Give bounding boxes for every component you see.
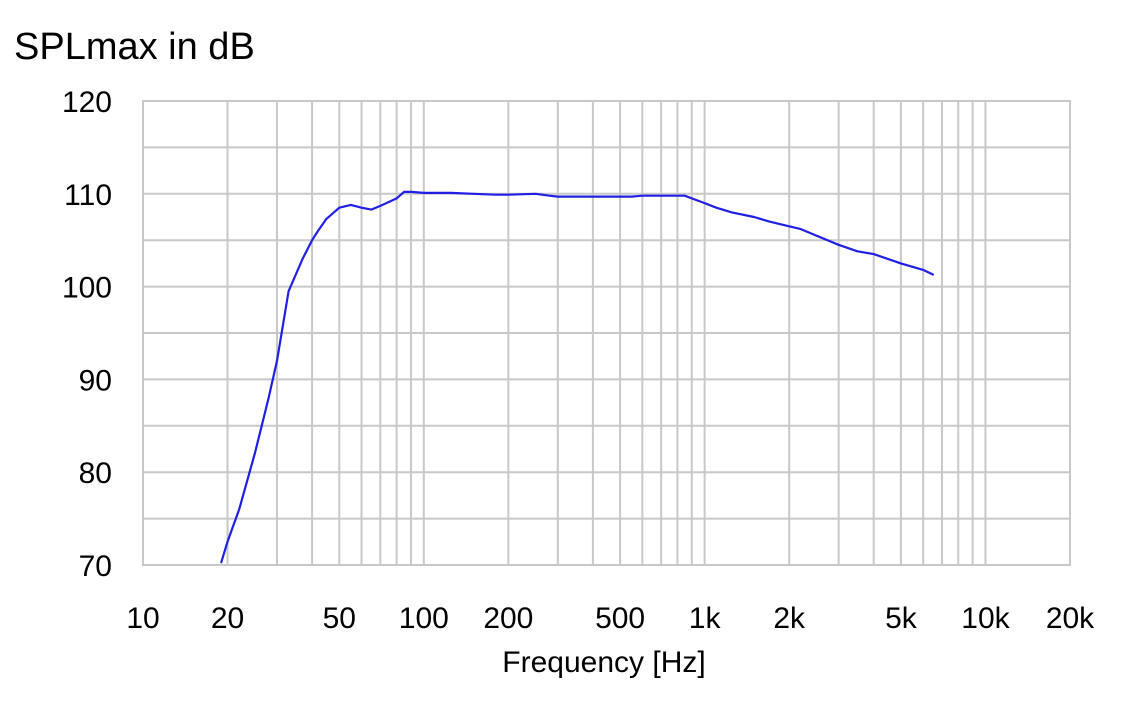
- x-tick-label: 50: [323, 602, 356, 635]
- x-tick-labels: 10 20 50 100 200 500 1k 2k 5k 10k 20k: [126, 602, 1095, 635]
- x-tick-label: 500: [595, 602, 645, 635]
- y-tick-label: 90: [79, 364, 112, 397]
- y-tick-label: 120: [62, 86, 112, 119]
- x-tick-label: 100: [399, 602, 449, 635]
- plot-frame: [142, 100, 1071, 566]
- x-tick-label: 20k: [1046, 602, 1095, 635]
- chart-title: SPLmax in dB: [14, 26, 255, 68]
- y-tick-label: 80: [79, 457, 112, 490]
- x-tick-label: 5k: [885, 602, 918, 635]
- y-tick-label: 70: [79, 550, 112, 583]
- series-line: [220, 190, 934, 564]
- grid-layer: [142, 100, 1071, 566]
- x-tick-label: 2k: [773, 602, 806, 635]
- y-tick-label: 100: [62, 272, 112, 305]
- x-tick-label: 10: [126, 602, 159, 635]
- x-tick-label: 1k: [689, 602, 722, 635]
- y-tick-labels: 70 80 90 100 110 120: [62, 86, 112, 583]
- x-tick-label: 200: [483, 602, 533, 635]
- x-tick-label: 20: [211, 602, 244, 635]
- x-tick-label: 10k: [961, 602, 1010, 635]
- y-tick-label: 110: [64, 179, 112, 212]
- x-axis-label: Frequency [Hz]: [502, 646, 705, 679]
